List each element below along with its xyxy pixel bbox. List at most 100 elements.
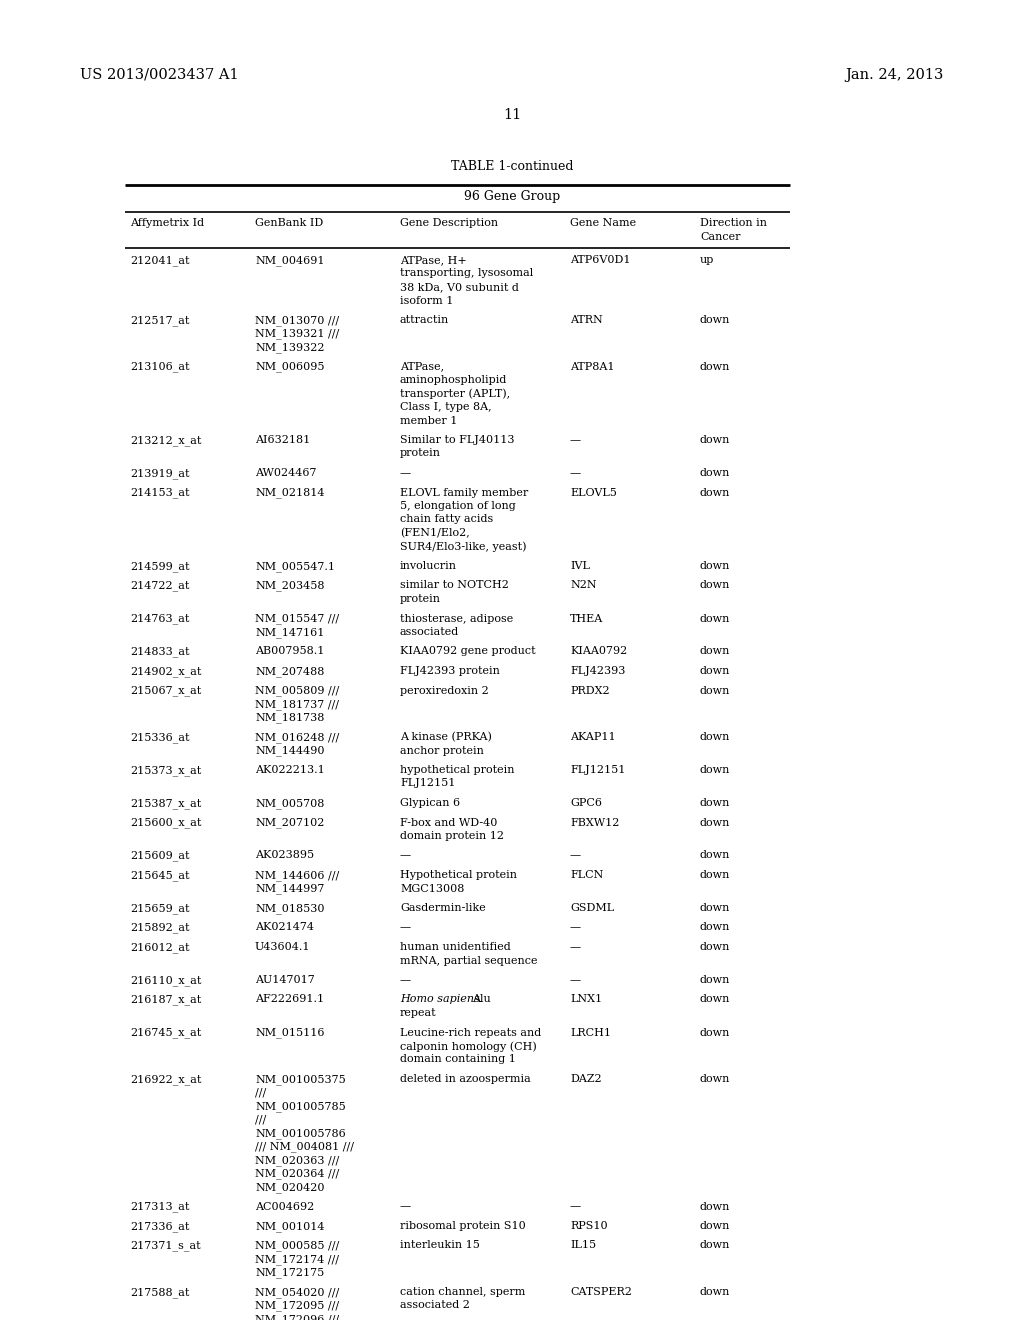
Text: Alu: Alu — [472, 994, 490, 1005]
Text: (FEN1/Elo2,: (FEN1/Elo2, — [400, 528, 470, 539]
Text: NM_172175: NM_172175 — [255, 1267, 325, 1278]
Text: mRNA, partial sequence: mRNA, partial sequence — [400, 956, 538, 965]
Text: up: up — [700, 255, 715, 265]
Text: down: down — [700, 315, 730, 325]
Text: TABLE 1-continued: TABLE 1-continued — [451, 160, 573, 173]
Text: 215609_at: 215609_at — [130, 850, 189, 861]
Text: Hypothetical protein: Hypothetical protein — [400, 870, 517, 880]
Text: IVL: IVL — [570, 561, 590, 572]
Text: transporter (APLT),: transporter (APLT), — [400, 388, 510, 399]
Text: protein: protein — [400, 594, 441, 605]
Text: 216922_x_at: 216922_x_at — [130, 1074, 202, 1085]
Text: SUR4/Elo3-like, yeast): SUR4/Elo3-like, yeast) — [400, 541, 526, 552]
Text: NM_001005786: NM_001005786 — [255, 1129, 346, 1139]
Text: AU147017: AU147017 — [255, 975, 314, 985]
Text: down: down — [700, 667, 730, 676]
Text: 217313_at: 217313_at — [130, 1201, 189, 1212]
Text: 213212_x_at: 213212_x_at — [130, 436, 202, 446]
Text: Gene Description: Gene Description — [400, 218, 498, 228]
Text: —: — — [400, 923, 411, 932]
Text: —: — — [400, 469, 411, 478]
Text: 216012_at: 216012_at — [130, 942, 189, 953]
Text: down: down — [700, 923, 730, 932]
Text: ATP6V0D1: ATP6V0D1 — [570, 255, 631, 265]
Text: RPS10: RPS10 — [570, 1221, 607, 1232]
Text: NM_001005375: NM_001005375 — [255, 1074, 346, 1085]
Text: human unidentified: human unidentified — [400, 942, 511, 952]
Text: ATRN: ATRN — [570, 315, 603, 325]
Text: repeat: repeat — [400, 1008, 436, 1018]
Text: US 2013/0023437 A1: US 2013/0023437 A1 — [80, 69, 239, 82]
Text: AK023895: AK023895 — [255, 850, 314, 861]
Text: NM_005809 ///: NM_005809 /// — [255, 685, 339, 696]
Text: attractin: attractin — [400, 315, 450, 325]
Text: down: down — [700, 733, 730, 742]
Text: LRCH1: LRCH1 — [570, 1027, 611, 1038]
Text: down: down — [700, 1287, 730, 1298]
Text: ATPase,: ATPase, — [400, 362, 444, 371]
Text: down: down — [700, 469, 730, 478]
Text: 216745_x_at: 216745_x_at — [130, 1027, 202, 1039]
Text: transporting, lysosomal: transporting, lysosomal — [400, 268, 534, 279]
Text: N2N: N2N — [570, 581, 597, 590]
Text: NM_013070 ///: NM_013070 /// — [255, 315, 339, 326]
Text: 214763_at: 214763_at — [130, 614, 189, 624]
Text: down: down — [700, 487, 730, 498]
Text: NM_020364 ///: NM_020364 /// — [255, 1168, 339, 1179]
Text: GSDML: GSDML — [570, 903, 614, 913]
Text: down: down — [700, 975, 730, 985]
Text: ELOVL family member: ELOVL family member — [400, 487, 528, 498]
Text: NM_005547.1: NM_005547.1 — [255, 561, 335, 572]
Text: NM_020363 ///: NM_020363 /// — [255, 1155, 339, 1166]
Text: DAZ2: DAZ2 — [570, 1074, 602, 1084]
Text: 214153_at: 214153_at — [130, 487, 189, 498]
Text: involucrin: involucrin — [400, 561, 457, 572]
Text: AKAP11: AKAP11 — [570, 733, 615, 742]
Text: NM_005708: NM_005708 — [255, 799, 325, 809]
Text: chain fatty acids: chain fatty acids — [400, 515, 494, 524]
Text: —: — — [570, 975, 582, 985]
Text: 216187_x_at: 216187_x_at — [130, 994, 202, 1006]
Text: 214833_at: 214833_at — [130, 647, 189, 657]
Text: NM_144997: NM_144997 — [255, 883, 325, 894]
Text: NM_006095: NM_006095 — [255, 362, 325, 372]
Text: down: down — [700, 766, 730, 775]
Text: NM_015116: NM_015116 — [255, 1027, 325, 1039]
Text: —: — — [570, 469, 582, 478]
Text: —: — — [570, 1201, 582, 1212]
Text: KIAA0792: KIAA0792 — [570, 647, 628, 656]
Text: down: down — [700, 1241, 730, 1250]
Text: NM_016248 ///: NM_016248 /// — [255, 733, 339, 743]
Text: NM_020420: NM_020420 — [255, 1181, 325, 1193]
Text: down: down — [700, 1027, 730, 1038]
Text: /// NM_004081 ///: /// NM_004081 /// — [255, 1142, 354, 1152]
Text: protein: protein — [400, 449, 441, 458]
Text: 215600_x_at: 215600_x_at — [130, 817, 202, 828]
Text: U43604.1: U43604.1 — [255, 942, 310, 952]
Text: Affymetrix Id: Affymetrix Id — [130, 218, 204, 228]
Text: MGC13008: MGC13008 — [400, 883, 464, 894]
Text: NM_147161: NM_147161 — [255, 627, 325, 638]
Text: similar to NOTCH2: similar to NOTCH2 — [400, 581, 509, 590]
Text: down: down — [700, 1221, 730, 1232]
Text: 212517_at: 212517_at — [130, 315, 189, 326]
Text: cation channel, sperm: cation channel, sperm — [400, 1287, 525, 1298]
Text: NM_139321 ///: NM_139321 /// — [255, 329, 339, 339]
Text: F-box and WD-40: F-box and WD-40 — [400, 817, 498, 828]
Text: 212041_at: 212041_at — [130, 255, 189, 265]
Text: AF222691.1: AF222691.1 — [255, 994, 325, 1005]
Text: Gasdermin-like: Gasdermin-like — [400, 903, 485, 913]
Text: NM_207488: NM_207488 — [255, 667, 325, 677]
Text: NM_207102: NM_207102 — [255, 817, 325, 828]
Text: 215373_x_at: 215373_x_at — [130, 766, 202, 776]
Text: —: — — [400, 975, 411, 985]
Text: down: down — [700, 799, 730, 808]
Text: Gene Name: Gene Name — [570, 218, 636, 228]
Text: FBXW12: FBXW12 — [570, 817, 620, 828]
Text: Class I, type 8A,: Class I, type 8A, — [400, 403, 492, 412]
Text: down: down — [700, 685, 730, 696]
Text: AK021474: AK021474 — [255, 923, 314, 932]
Text: ///: /// — [255, 1088, 266, 1097]
Text: IL15: IL15 — [570, 1241, 596, 1250]
Text: NM_144606 ///: NM_144606 /// — [255, 870, 339, 880]
